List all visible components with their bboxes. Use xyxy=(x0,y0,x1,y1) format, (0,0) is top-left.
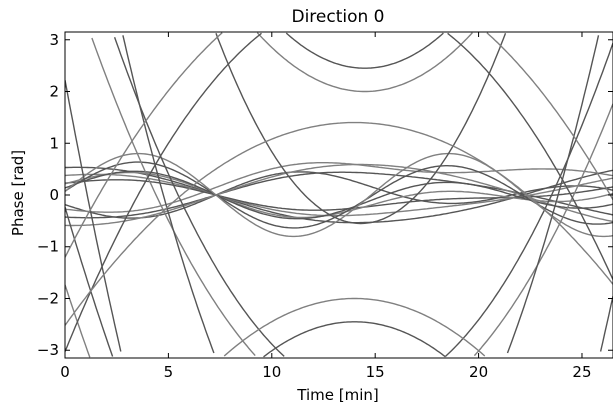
series-line xyxy=(65,171,613,219)
x-tick-label: 0 xyxy=(60,363,70,381)
series-line xyxy=(65,171,613,219)
wrap-series-line xyxy=(65,32,613,357)
wrap-series-line xyxy=(65,32,613,357)
wrap-series-line xyxy=(65,121,613,326)
y-tick-label: 2 xyxy=(49,83,59,101)
series-line xyxy=(65,162,613,213)
x-tick-label: 15 xyxy=(366,363,385,381)
x-axis-label: Time [min] xyxy=(296,386,378,404)
y-tick-label: 3 xyxy=(49,31,59,49)
x-tick-label: 10 xyxy=(262,363,281,381)
series-line xyxy=(65,171,613,219)
y-tick-label: −3 xyxy=(37,341,59,359)
y-tick-label: −1 xyxy=(37,238,59,256)
y-tick-label: −2 xyxy=(37,289,59,307)
y-tick-label: 1 xyxy=(49,134,59,152)
series-line xyxy=(65,170,613,220)
series-line xyxy=(65,152,613,238)
x-tick-label: 20 xyxy=(469,363,488,381)
y-axis-label: Phase [rad] xyxy=(9,150,27,236)
series-layer xyxy=(65,32,613,358)
x-tick-label: 25 xyxy=(572,363,591,381)
y-tick-label: 0 xyxy=(49,186,59,204)
chart-title: Direction 0 xyxy=(291,7,384,27)
tick-layer: 0 5 10 15 20 25 −3 −2 −1 0 1 2 3 xyxy=(37,31,613,381)
wrap-series-line xyxy=(65,33,613,354)
wrap-series-line xyxy=(65,32,613,358)
x-tick-label: 5 xyxy=(164,363,174,381)
